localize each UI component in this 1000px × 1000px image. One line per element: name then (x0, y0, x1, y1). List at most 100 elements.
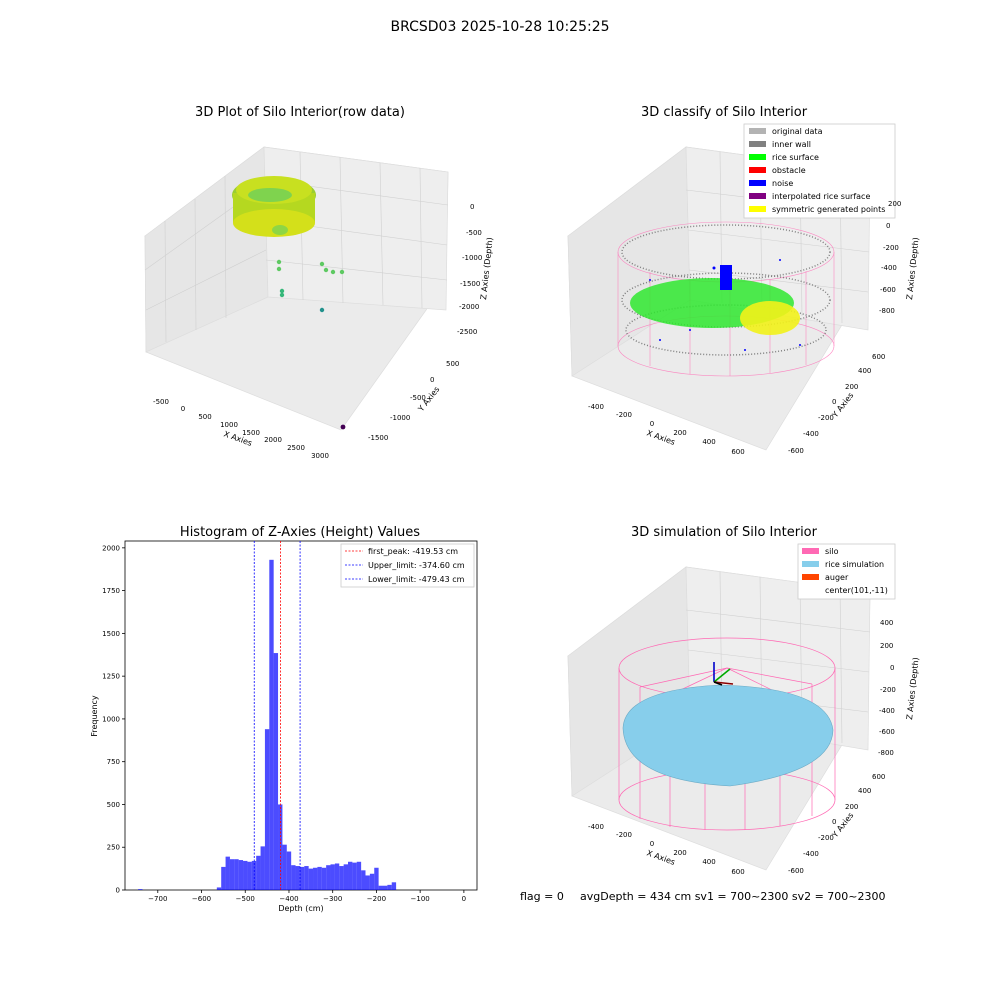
y-tick: 600 (872, 353, 885, 361)
z-tick: -2000 (459, 303, 479, 311)
hist-ylabel: Frequency (90, 695, 99, 737)
legend-noise: noise (772, 179, 793, 188)
legend-interpolated: interpolated rice surface (772, 192, 870, 201)
x-tick: -200 (616, 831, 632, 839)
hist-x-ticks: −700 −600 −500 −400 −300 −200 −100 0 (148, 890, 466, 903)
x-tick-label: −100 (411, 895, 430, 903)
panel1-y-ticks: 500 0 -500 -1000 -1500 (368, 360, 459, 442)
y-tick-label: 1000 (102, 715, 120, 723)
x-tick: 0 (650, 420, 654, 428)
hist-bar (361, 870, 366, 890)
y-tick: -1500 (368, 434, 388, 442)
panel1-title: 3D Plot of Silo Interior(row data) (195, 105, 405, 120)
z-tick: -400 (881, 264, 897, 272)
z-tick: -500 (466, 229, 482, 237)
panel2-y-ticks: 600 400 200 0 -200 -400 -600 (788, 353, 885, 455)
z-tick: -200 (880, 686, 896, 694)
x-tick: 0 (650, 840, 654, 848)
z-tick: -800 (879, 307, 895, 315)
hist-bar (343, 864, 349, 890)
x-tick: -200 (616, 411, 632, 419)
hist-bar (348, 861, 353, 890)
z-tick: 0 (890, 664, 894, 672)
x-tick: 1500 (242, 429, 260, 437)
x-tick-label: −400 (279, 895, 298, 903)
x-tick: 2500 (287, 444, 305, 452)
hist-bar (391, 882, 397, 890)
panel4-title: 3D simulation of Silo Interior (631, 525, 818, 540)
hist-bar (387, 884, 392, 890)
hist-plot-area (124, 540, 478, 891)
y-tick: 400 (858, 367, 871, 375)
x-tick-label: −300 (323, 895, 342, 903)
footer-flag: flag = 0 (520, 890, 564, 903)
y-tick-label: 2000 (102, 544, 120, 552)
panel2-title: 3D classify of Silo Interior (641, 105, 808, 120)
legend-symmetric: symmetric generated points (772, 205, 885, 214)
x-tick: 0 (181, 405, 185, 413)
hist-bar (321, 867, 327, 890)
hist-bar (352, 862, 357, 890)
y-tick: 200 (845, 803, 858, 811)
y-tick: 0 (832, 398, 836, 406)
legend-silo: silo (825, 547, 839, 556)
x-tick: -400 (588, 823, 604, 831)
y-tick: 200 (845, 383, 858, 391)
y-tick-label: 500 (107, 801, 120, 809)
panel2-symmetric-points (740, 301, 800, 335)
y-tick: -200 (818, 834, 834, 842)
legend-original-data: original data (772, 127, 823, 136)
y-tick: 400 (858, 787, 871, 795)
hist-bar (299, 866, 305, 890)
panel2-noise (649, 259, 801, 351)
hist-bar (229, 859, 235, 890)
panel1-zlabel: Z Axies (Depth) (479, 237, 495, 300)
z-tick: 200 (880, 642, 893, 650)
hist-bar (273, 653, 279, 890)
z-tick: -200 (883, 244, 899, 252)
hist-bar (247, 861, 252, 890)
y-tick-label: 750 (107, 758, 120, 766)
hist-bar (260, 846, 265, 890)
y-tick-label: 1250 (102, 673, 120, 681)
panel4-legend: silo rice simulation auger center(101,-1… (797, 543, 896, 600)
y-tick: 600 (872, 773, 885, 781)
x-tick: -400 (588, 403, 604, 411)
panel4-x-ticks: -400 -200 0 200 400 600 (588, 823, 745, 876)
legend-inner-wall: inner wall (772, 140, 811, 149)
x-tick: 200 (673, 429, 686, 437)
z-tick: -400 (879, 707, 895, 715)
hist-legend: first_peak: -419.53 cm Upper_limit: -374… (340, 543, 475, 588)
y-tick: -600 (788, 867, 804, 875)
figure-suptitle: BRCSD03 2025-10-28 10:25:25 (390, 19, 609, 35)
panel1-rice-cluster (232, 176, 316, 237)
z-tick: 400 (880, 619, 893, 627)
y-tick: 500 (446, 360, 459, 368)
panel4-xlabel: X Axies (645, 848, 676, 867)
y-tick: -500 (410, 394, 426, 402)
x-tick-label: 0 (462, 895, 466, 903)
x-tick: 3000 (311, 452, 329, 460)
panel2-z-ticks: 200 0 -200 -400 -600 -800 (879, 200, 901, 315)
hist-vlines (253, 541, 301, 890)
x-tick: 400 (702, 438, 715, 446)
panel1-x-ticks: -500 0 500 1000 1500 2000 2500 3000 (153, 398, 329, 460)
hist-bar (356, 861, 362, 890)
hist-bar (264, 729, 270, 890)
hist-bar (269, 559, 274, 890)
x-tick-label: −500 (236, 895, 255, 903)
panel2-legend: original data inner wall rice surface ob… (743, 123, 896, 219)
x-tick: 400 (702, 858, 715, 866)
panel-classify: 3D classify of Silo Interior (567, 105, 921, 456)
hist-bar (313, 867, 318, 890)
panel2-xlabel: X Axies (645, 428, 676, 447)
panel-simulation: 3D simulation of Silo Interior (567, 525, 921, 876)
z-tick: -600 (879, 728, 895, 736)
panel1-z-ticks: 0 -500 -1000 -1500 -2000 -2500 (457, 203, 482, 336)
y-tick: -1000 (390, 414, 410, 422)
panel-histogram: Histogram of Z-Axies (Height) Values −70… (90, 525, 478, 913)
y-tick-label: 1750 (102, 587, 120, 595)
hist-bar (326, 865, 331, 890)
hist-bar (374, 867, 379, 890)
